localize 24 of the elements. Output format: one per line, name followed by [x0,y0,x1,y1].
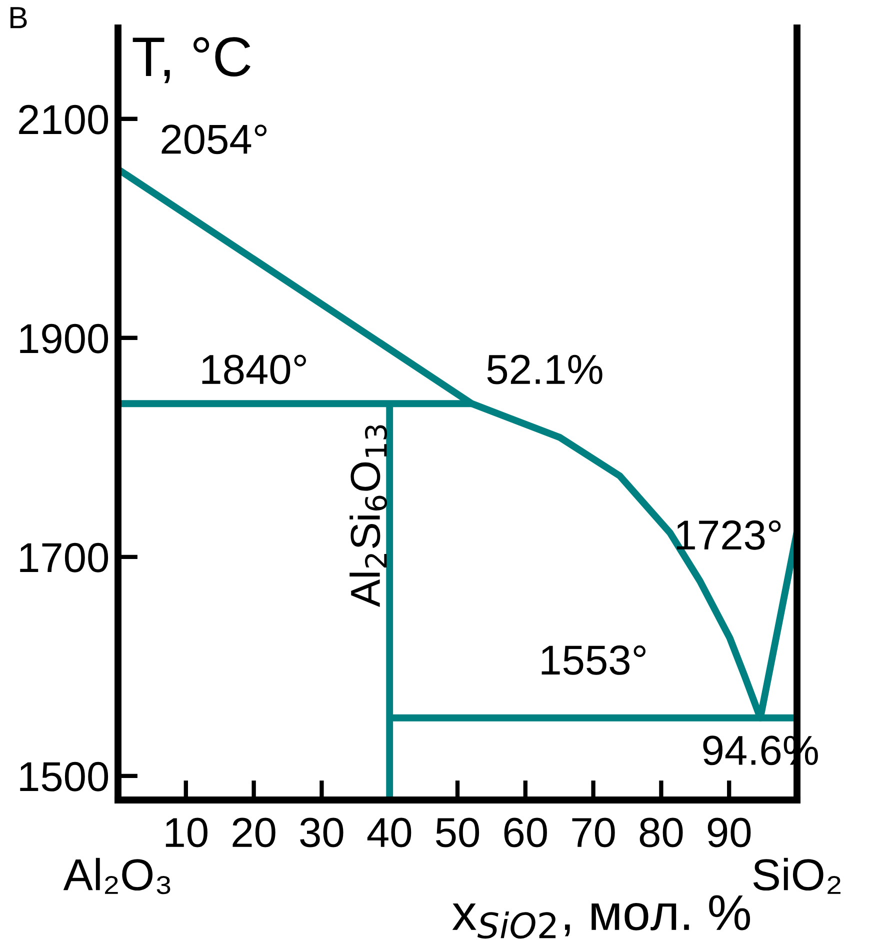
text: SiO₂ [753,858,840,894]
x-tick-label: 40 [367,818,412,848]
x-tick-label: 70 [572,818,615,848]
text: В [10,7,27,28]
y-tick-label: 1900 [20,324,108,354]
annotation: Al$_{2}$Si$_{6}$O$_{13}$ [350,425,388,607]
x-tick-label: 80 [640,818,683,848]
annotation: 1840° [202,354,306,384]
annotation: 2054° [162,124,267,154]
x-tick-label: 20 [232,818,276,848]
y-tick-label: 1700 [20,542,108,572]
x-tick-label: 30 [300,818,344,848]
annotation: 52.1% [487,354,602,384]
annotation: 1723° [676,520,781,550]
x-tick-label: 50 [436,818,480,848]
annotation: 1553° [542,645,646,675]
x-axis-title: x$_{SiO2}$, мол. % [452,895,750,939]
x-tick-label: 10 [166,818,208,848]
x-tick-label: 60 [504,818,547,848]
x-tick-label: 90 [708,818,751,848]
y-tick-label: 1500 [20,762,108,792]
text: Al₂O₃ [63,858,170,894]
y-tick-label: 2100 [19,104,108,134]
y-axis-title: T, °C [132,37,250,84]
